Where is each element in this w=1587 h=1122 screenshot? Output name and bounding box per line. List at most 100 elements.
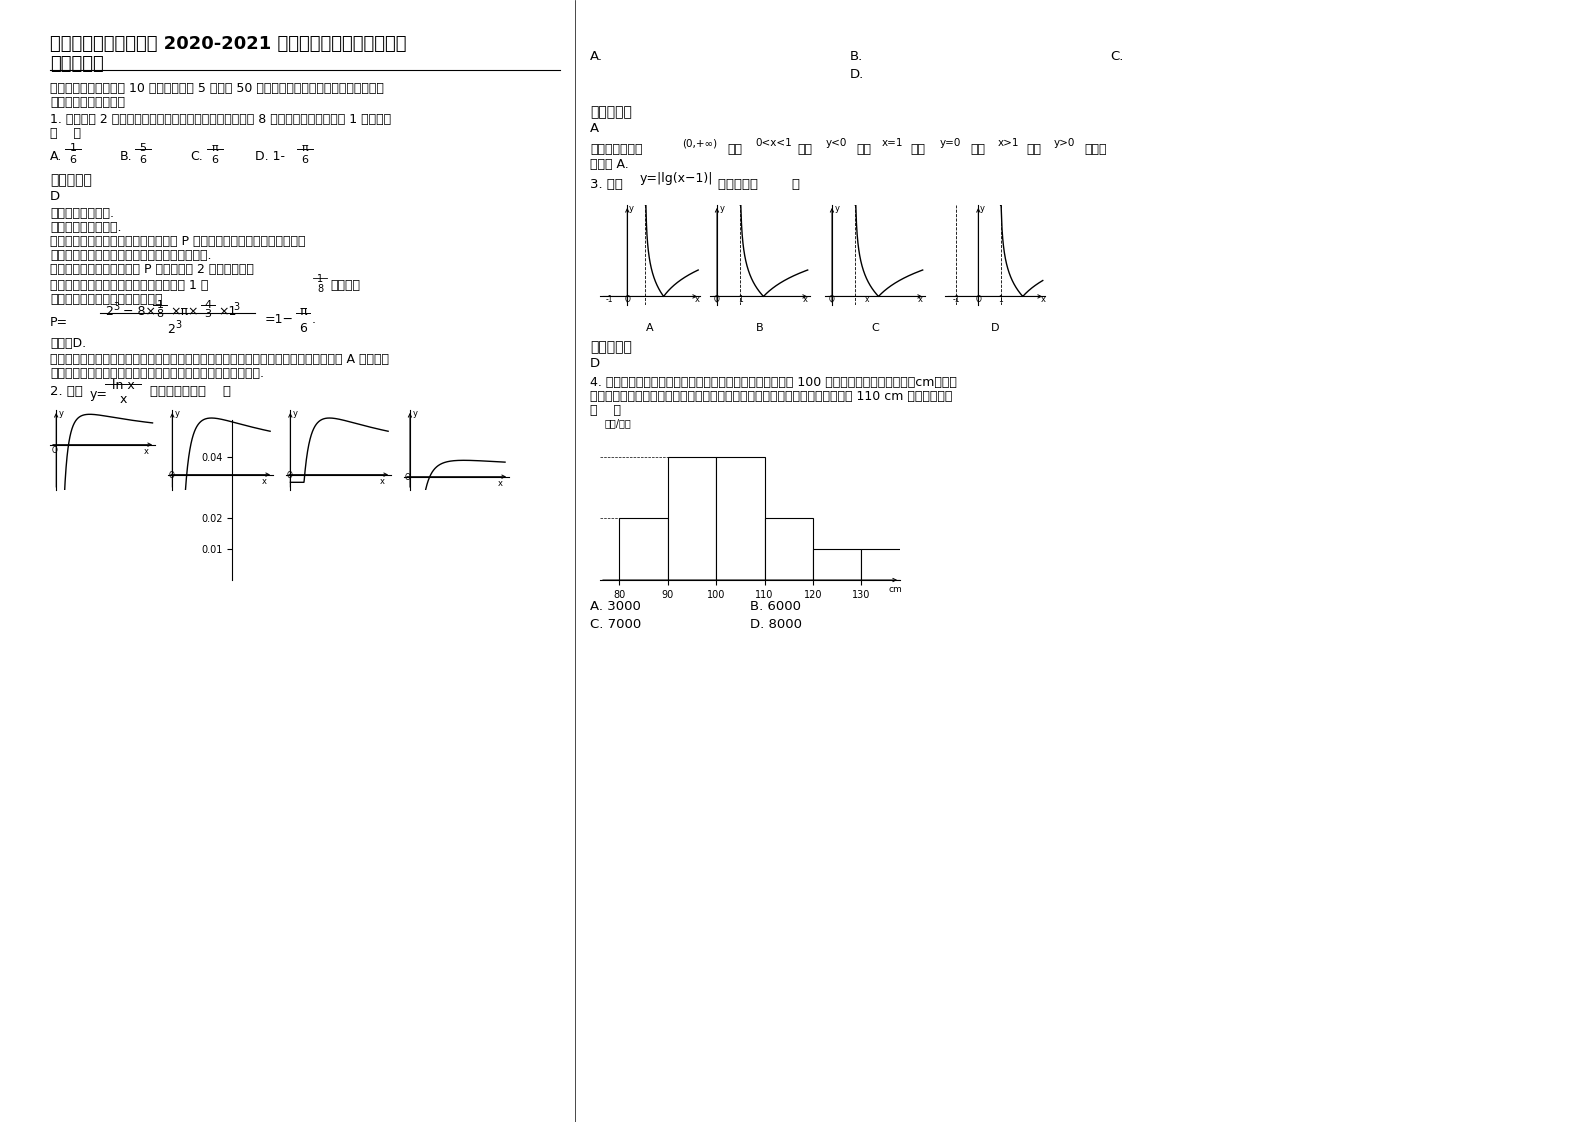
Text: D.: D. (851, 68, 865, 81)
Text: x=1: x=1 (882, 138, 903, 148)
Text: 【考点】几何概型.: 【考点】几何概型. (51, 206, 114, 220)
Text: 【分析】根据题意，求出满足条件的点 P 所组成的几何图形的体积是多少，: 【分析】根据题意，求出满足条件的点 P 所组成的几何图形的体积是多少， (51, 234, 306, 248)
Text: 球体外；: 球体外； (330, 279, 360, 292)
Text: 6: 6 (211, 155, 219, 165)
Text: O: O (828, 295, 835, 304)
Text: A: A (590, 122, 600, 135)
Text: A.: A. (51, 150, 62, 163)
Text: O: O (51, 445, 57, 454)
Text: D: D (990, 323, 1000, 333)
Text: y: y (59, 410, 63, 419)
Text: π: π (302, 142, 308, 153)
Text: y=: y= (90, 388, 108, 401)
Text: 6: 6 (70, 155, 76, 165)
Text: 【解答】解：符合条件的点 P 落在棱长为 2 的正方体内，: 【解答】解：符合条件的点 P 落在棱长为 2 的正方体内， (51, 263, 254, 276)
Text: ln x: ln x (111, 379, 135, 392)
Text: 【专题】概率与统计.: 【专题】概率与统计. (51, 221, 122, 234)
Text: O: O (976, 295, 981, 304)
Text: x>1: x>1 (998, 138, 1019, 148)
Text: 2: 2 (105, 305, 113, 318)
Text: P=: P= (51, 316, 68, 329)
Text: .: . (313, 313, 316, 327)
Text: 3: 3 (233, 302, 240, 312)
Text: y: y (175, 410, 179, 419)
Text: O: O (405, 472, 411, 481)
Text: y=|lg(x−1)|: y=|lg(x−1)| (640, 172, 714, 185)
Text: 1: 1 (998, 295, 1003, 304)
Text: D. 1-: D. 1- (256, 150, 286, 163)
Bar (668, 457, 716, 580)
Text: 时，: 时， (909, 142, 925, 156)
Text: ，当: ，当 (970, 142, 986, 156)
Text: 【点评】本题考查了几何概型中的体积类型的应用问题，基本方法是：分别求得构成事件 A 的区域体: 【点评】本题考查了几何概型中的体积类型的应用问题，基本方法是：分别求得构成事件 … (51, 353, 389, 366)
Bar (765, 518, 813, 580)
Text: x: x (917, 295, 924, 304)
Text: 函数的定义域为: 函数的定义域为 (590, 142, 643, 156)
Text: − 8×: − 8× (119, 305, 156, 318)
Text: 参考答案：: 参考答案： (51, 173, 92, 187)
Text: O: O (287, 471, 292, 480)
Text: 1: 1 (157, 300, 163, 310)
Text: 故选：D.: 故选：D. (51, 337, 86, 350)
Text: O: O (714, 295, 720, 304)
Text: （    ）: （ ） (51, 127, 81, 140)
Text: x: x (381, 477, 386, 486)
Text: 且以正方体的每一个顶点为球心，半径为 1 的: 且以正方体的每一个顶点为球心，半径为 1 的 (51, 279, 208, 292)
Text: C.: C. (1109, 50, 1124, 63)
Text: 3: 3 (113, 302, 119, 312)
Text: 频率/组距: 频率/组距 (605, 419, 632, 429)
Text: cm: cm (889, 586, 901, 595)
Text: x: x (695, 295, 700, 304)
Text: 2: 2 (168, 323, 176, 335)
Text: x: x (1041, 295, 1046, 304)
Text: 8: 8 (157, 309, 163, 319)
Text: ×1: ×1 (217, 305, 236, 318)
Text: 一、选择题：本大题共 10 小题，每小题 5 分，共 50 分。在每小题给出的四个选项中，只有: 一、选择题：本大题共 10 小题，每小题 5 分，共 50 分。在每小题给出的四… (51, 82, 384, 95)
Text: 积和试验的全部结果所构成的区域体积，两者求比值，即得概率.: 积和试验的全部结果所构成的区域体积，两者求比值，即得概率. (51, 367, 263, 380)
Text: 6: 6 (140, 155, 146, 165)
Bar (619, 518, 668, 580)
Text: 的图象是（        ）: 的图象是（ ） (717, 178, 800, 191)
Text: =1−: =1− (265, 313, 294, 327)
Text: C. 7000: C. 7000 (590, 618, 641, 631)
Text: y: y (835, 204, 840, 213)
Text: 6: 6 (298, 322, 306, 335)
Text: B. 6000: B. 6000 (751, 600, 801, 613)
Text: x: x (498, 479, 503, 488)
Text: A. 3000: A. 3000 (590, 600, 641, 613)
Text: x: x (119, 393, 127, 406)
Text: ，当: ，当 (727, 142, 743, 156)
Text: 1: 1 (738, 295, 743, 304)
Text: x: x (262, 477, 267, 486)
Text: ，当: ，当 (855, 142, 871, 156)
Text: y: y (719, 204, 724, 213)
Text: x: x (144, 448, 149, 457)
Text: 4. 为了解一片大约一万株树木的生长情况，随机测量了其中 100 株树木的底部周长（单位：cm），根: 4. 为了解一片大约一万株树木的生长情况，随机测量了其中 100 株树木的底部周… (590, 376, 957, 389)
Text: D. 8000: D. 8000 (751, 618, 801, 631)
Text: 参考答案：: 参考答案： (590, 340, 632, 355)
Text: 0<x<1: 0<x<1 (755, 138, 792, 148)
Bar (716, 457, 765, 580)
Text: D: D (51, 190, 60, 203)
Text: A.: A. (590, 50, 603, 63)
Text: -1: -1 (605, 295, 613, 304)
Text: 2. 函数: 2. 函数 (51, 385, 83, 398)
Bar (862, 550, 909, 580)
Text: y<0: y<0 (825, 138, 847, 148)
Text: 3. 函数: 3. 函数 (590, 178, 622, 191)
Text: A: A (646, 323, 654, 333)
Text: -1: -1 (952, 295, 960, 304)
Text: C.: C. (190, 150, 203, 163)
Text: 3: 3 (205, 309, 211, 319)
Text: 是一个符合题目要求的: 是一个符合题目要求的 (51, 96, 125, 109)
Text: 时，: 时， (1027, 142, 1041, 156)
Text: 1: 1 (317, 274, 324, 284)
Text: D: D (590, 357, 600, 370)
Text: ，综上: ，综上 (1084, 142, 1106, 156)
Text: 可知选 A.: 可知选 A. (590, 158, 628, 171)
Text: 试题含解析: 试题含解析 (51, 55, 103, 73)
Text: 根据几何概型的概率计算公式得，: 根据几何概型的概率计算公式得， (51, 293, 162, 306)
Text: 再将求得的体积与整个正方体的体积求比值即可.: 再将求得的体积与整个正方体的体积求比值即可. (51, 249, 211, 263)
Text: (0,+∞): (0,+∞) (682, 138, 717, 148)
Text: 4: 4 (205, 300, 211, 310)
